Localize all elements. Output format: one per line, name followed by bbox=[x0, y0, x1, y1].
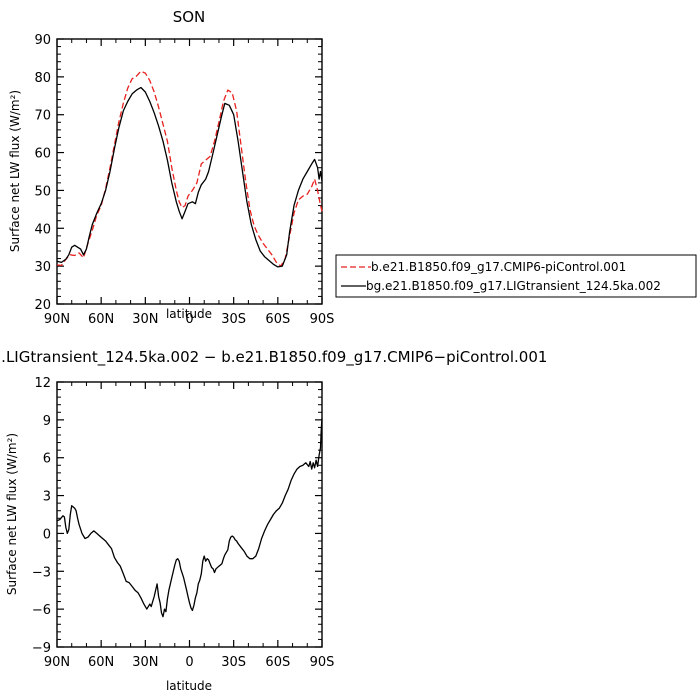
x-tick-label: 90N bbox=[44, 312, 70, 327]
series-line-0 bbox=[56, 418, 323, 618]
top-panel: SON 20 30 40 50 60 70 80 90 90N 60N 30N 0 30S 60S 90S… bbox=[8, 8, 334, 327]
y-tick-label: 70 bbox=[34, 109, 51, 124]
x-tick-label: 30N bbox=[132, 312, 158, 327]
legend-box bbox=[335, 254, 697, 298]
y-tick-label: −9 bbox=[32, 641, 51, 656]
series-line-1 bbox=[56, 86, 323, 268]
top-y-axis-label: Surface net LW flux (W/m²) bbox=[8, 90, 22, 252]
y-tick-label: −3 bbox=[32, 565, 51, 580]
y-tick-label: 3 bbox=[43, 490, 51, 505]
x-tick-label: 30S bbox=[221, 312, 246, 327]
top-x-axis-label: latitude bbox=[166, 307, 212, 321]
x-tick-label: 60S bbox=[265, 312, 290, 327]
x-tick-label: 30N bbox=[132, 655, 158, 670]
top-y-axis: 20 30 40 50 60 70 80 90 bbox=[34, 33, 322, 313]
y-tick-label: 50 bbox=[34, 184, 51, 199]
bottom-chart-title: bg.e21.B1850.f09_g17.LIGtransient_124.5k… bbox=[0, 348, 547, 367]
bottom-x-axis: 90N 60N 30N 0 30S 60S 90S bbox=[44, 382, 335, 670]
y-tick-label: −6 bbox=[32, 603, 51, 618]
y-tick-label: 0 bbox=[43, 527, 51, 542]
y-tick-label: 80 bbox=[34, 71, 51, 86]
bottom-y-axis-label: Surface net LW flux (W/m²) bbox=[5, 433, 19, 595]
x-tick-label: 30S bbox=[221, 655, 246, 670]
bottom-series-lines bbox=[56, 418, 323, 618]
x-tick-label: 0 bbox=[185, 312, 193, 327]
x-tick-label: 90S bbox=[310, 655, 335, 670]
y-tick-label: 90 bbox=[34, 33, 51, 48]
y-tick-label: 30 bbox=[34, 260, 51, 275]
x-tick-label: 90S bbox=[310, 312, 335, 327]
x-tick-label: 60N bbox=[88, 655, 114, 670]
bottom-plot-frame bbox=[56, 381, 323, 648]
top-x-axis: 90N 60N 30N 0 30S 60S 90S bbox=[44, 39, 335, 327]
bottom-x-axis-label: latitude bbox=[166, 679, 212, 693]
x-tick-label: 90N bbox=[44, 655, 70, 670]
y-tick-label: 60 bbox=[34, 147, 51, 162]
top-series-lines bbox=[56, 70, 323, 268]
top-chart-title: SON bbox=[173, 8, 206, 26]
x-tick-label: 60N bbox=[88, 312, 114, 327]
series-line-0 bbox=[56, 70, 323, 267]
y-tick-label: 9 bbox=[43, 414, 51, 429]
x-tick-label: 60S bbox=[265, 655, 290, 670]
y-tick-label: 40 bbox=[34, 222, 51, 237]
bottom-y-axis: −9 −6 −3 0 3 6 9 12 bbox=[32, 376, 322, 656]
legend: b.e21.B1850.f09_g17.CMIP6-piControl.001 … bbox=[335, 254, 697, 298]
y-tick-label: 20 bbox=[34, 298, 51, 313]
legend-entry-piControl: b.e21.B1850.f09_g17.CMIP6-piControl.001 bbox=[371, 260, 626, 274]
y-tick-label: 12 bbox=[34, 376, 51, 391]
bottom-panel: bg.e21.B1850.f09_g17.LIGtransient_124.5k… bbox=[0, 348, 547, 693]
legend-entry-LIGtransient: bg.e21.B1850.f09_g17.LIGtransient_124.5k… bbox=[366, 279, 661, 293]
x-tick-label: 0 bbox=[185, 655, 193, 670]
y-tick-label: 6 bbox=[43, 452, 51, 467]
